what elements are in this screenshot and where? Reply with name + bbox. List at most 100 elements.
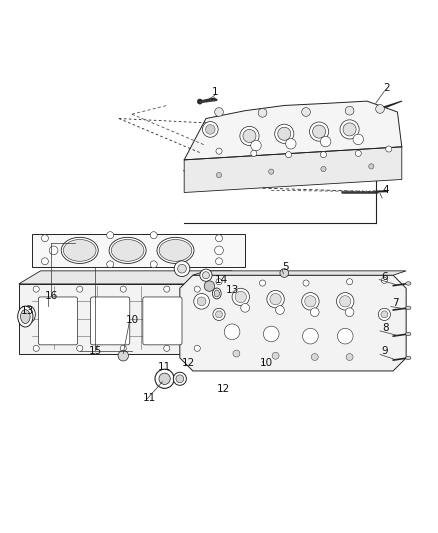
Ellipse shape [109, 237, 146, 263]
Circle shape [235, 292, 247, 303]
Ellipse shape [21, 310, 30, 324]
Circle shape [251, 140, 261, 151]
Circle shape [197, 99, 202, 104]
Circle shape [150, 261, 157, 268]
Polygon shape [193, 271, 406, 275]
Polygon shape [19, 271, 232, 284]
Ellipse shape [22, 305, 35, 323]
Circle shape [369, 164, 374, 169]
Circle shape [345, 308, 354, 317]
Circle shape [311, 308, 319, 317]
Circle shape [376, 104, 385, 114]
Circle shape [120, 286, 126, 292]
Circle shape [251, 150, 257, 156]
Circle shape [49, 246, 58, 255]
Circle shape [286, 139, 296, 149]
Circle shape [305, 296, 316, 307]
Circle shape [202, 122, 218, 137]
Circle shape [159, 373, 170, 384]
Circle shape [118, 351, 128, 361]
Circle shape [386, 146, 392, 152]
Circle shape [107, 232, 114, 239]
Circle shape [346, 353, 353, 360]
Circle shape [321, 151, 326, 158]
Circle shape [107, 261, 114, 268]
Text: 11: 11 [143, 393, 156, 403]
FancyBboxPatch shape [91, 297, 130, 345]
Circle shape [336, 293, 354, 310]
Circle shape [270, 294, 281, 305]
Circle shape [241, 303, 250, 312]
Circle shape [215, 258, 223, 265]
Circle shape [174, 261, 190, 277]
Circle shape [286, 151, 292, 158]
Circle shape [243, 130, 256, 142]
Circle shape [42, 235, 48, 241]
Ellipse shape [25, 309, 33, 320]
Circle shape [310, 122, 328, 141]
Circle shape [77, 286, 83, 292]
Ellipse shape [157, 237, 194, 263]
Circle shape [205, 125, 215, 134]
Text: 5: 5 [282, 262, 289, 271]
Circle shape [202, 272, 209, 279]
FancyBboxPatch shape [143, 297, 182, 345]
Text: 13: 13 [21, 306, 34, 316]
Polygon shape [180, 275, 406, 371]
Circle shape [164, 286, 170, 292]
Circle shape [343, 123, 356, 136]
Circle shape [302, 108, 311, 116]
Ellipse shape [18, 306, 33, 327]
Text: 8: 8 [382, 324, 389, 333]
Circle shape [155, 369, 174, 389]
Ellipse shape [406, 332, 411, 336]
Polygon shape [184, 147, 402, 192]
Circle shape [378, 308, 391, 320]
Circle shape [355, 150, 361, 156]
Circle shape [150, 232, 157, 239]
Circle shape [200, 269, 212, 281]
Circle shape [268, 169, 274, 174]
Ellipse shape [406, 306, 411, 310]
Ellipse shape [212, 288, 221, 299]
Text: 4: 4 [382, 185, 389, 195]
Circle shape [224, 324, 240, 340]
Text: 10: 10 [125, 314, 138, 325]
Circle shape [346, 279, 353, 285]
Text: 12: 12 [182, 358, 195, 368]
Circle shape [197, 297, 206, 305]
Circle shape [258, 109, 267, 117]
Circle shape [340, 120, 359, 139]
Ellipse shape [406, 282, 411, 285]
Circle shape [233, 350, 240, 357]
Circle shape [272, 352, 279, 359]
Circle shape [164, 345, 170, 351]
Ellipse shape [64, 239, 96, 261]
Circle shape [77, 345, 83, 351]
Circle shape [276, 305, 284, 314]
Text: 2: 2 [383, 83, 390, 93]
Ellipse shape [406, 356, 411, 360]
FancyBboxPatch shape [39, 297, 78, 345]
Circle shape [213, 308, 225, 320]
Circle shape [33, 286, 39, 292]
Text: 11: 11 [158, 361, 171, 372]
Circle shape [120, 345, 126, 351]
Circle shape [173, 372, 186, 385]
Circle shape [303, 280, 309, 286]
Text: 12: 12 [217, 384, 230, 394]
Circle shape [345, 107, 354, 115]
Circle shape [232, 288, 250, 305]
Circle shape [215, 235, 223, 241]
Circle shape [240, 126, 259, 146]
Text: 16: 16 [45, 291, 58, 301]
Circle shape [216, 279, 222, 285]
Text: 15: 15 [88, 346, 102, 357]
Circle shape [216, 148, 222, 154]
Circle shape [176, 375, 184, 383]
Circle shape [204, 281, 215, 292]
Ellipse shape [61, 237, 98, 263]
Circle shape [321, 136, 331, 147]
Circle shape [42, 258, 48, 265]
Circle shape [381, 311, 388, 318]
